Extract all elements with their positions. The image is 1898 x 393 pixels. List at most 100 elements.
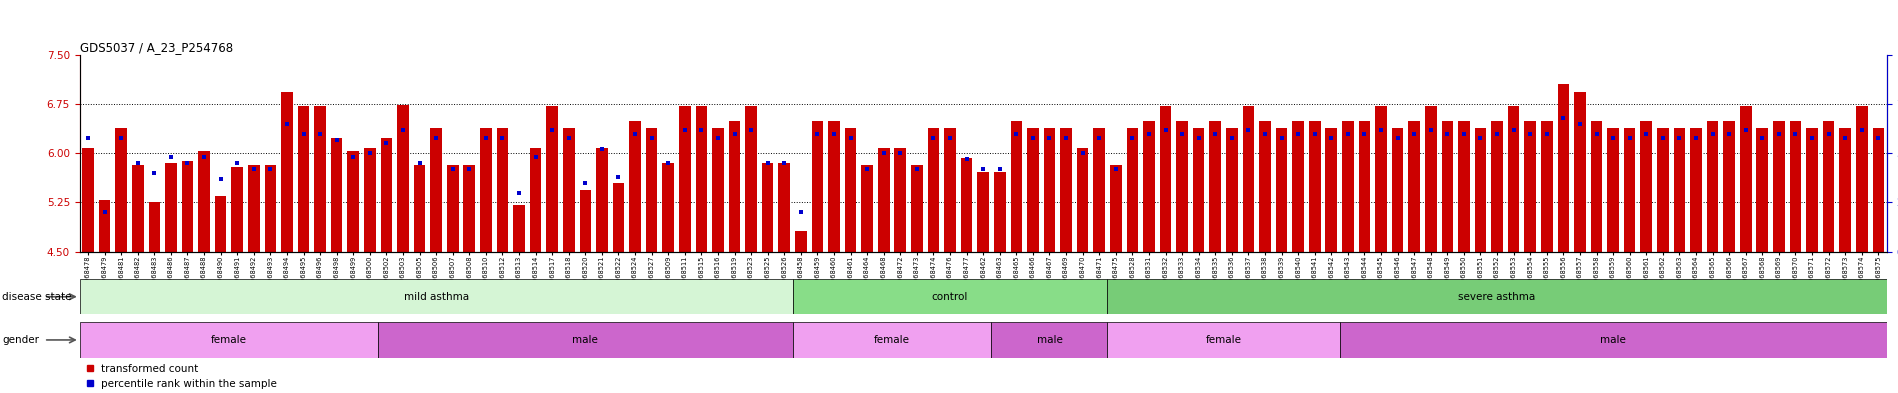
Point <box>355 150 385 156</box>
Point <box>1416 127 1446 133</box>
Point <box>271 121 302 127</box>
Bar <box>793 322 991 358</box>
Bar <box>1773 121 1784 252</box>
Point <box>919 134 949 141</box>
Text: female: female <box>873 335 909 345</box>
Point <box>454 166 484 172</box>
Point <box>719 130 750 137</box>
Point <box>1349 130 1380 137</box>
Bar <box>281 92 292 252</box>
Bar <box>1340 322 1887 358</box>
Bar <box>911 165 922 252</box>
Point <box>852 166 883 172</box>
Point <box>1017 134 1048 141</box>
Bar <box>1093 129 1105 252</box>
Point <box>1101 166 1131 172</box>
Bar <box>480 129 492 252</box>
Point <box>1051 134 1082 141</box>
Bar <box>512 205 526 252</box>
Bar <box>264 165 275 252</box>
Bar <box>1790 121 1801 252</box>
Bar <box>431 129 442 252</box>
Bar <box>712 129 723 252</box>
Point <box>586 146 617 152</box>
Text: GDS5037 / A_23_P254768: GDS5037 / A_23_P254768 <box>80 41 233 54</box>
Point <box>1482 130 1513 137</box>
Bar <box>463 165 474 252</box>
Point <box>1167 130 1198 137</box>
Bar <box>1127 129 1139 252</box>
Point <box>604 174 634 180</box>
Point <box>1780 130 1811 137</box>
Bar <box>82 148 93 252</box>
Text: female: female <box>211 335 247 345</box>
Point <box>1763 130 1794 137</box>
Point <box>1647 134 1678 141</box>
Bar <box>116 129 127 252</box>
Point <box>222 160 252 166</box>
Bar <box>1657 129 1668 252</box>
Bar <box>1408 121 1420 252</box>
Bar <box>1807 129 1818 252</box>
Point <box>1682 134 1712 141</box>
Bar <box>197 151 211 252</box>
Point <box>1797 134 1828 141</box>
Bar <box>729 121 740 252</box>
Bar <box>1492 121 1503 252</box>
Point <box>89 209 120 215</box>
Bar <box>1723 121 1735 252</box>
Bar <box>645 129 657 252</box>
Point <box>968 166 998 172</box>
Bar <box>1359 121 1370 252</box>
Point <box>1498 127 1528 133</box>
Point <box>951 156 981 162</box>
Point <box>1249 130 1279 137</box>
Bar <box>793 279 1108 314</box>
Bar <box>1625 129 1636 252</box>
Point <box>471 134 501 141</box>
Bar <box>182 161 194 252</box>
Point <box>1200 130 1230 137</box>
Bar <box>1061 129 1072 252</box>
Point <box>404 160 435 166</box>
Bar <box>894 148 905 252</box>
Bar <box>662 163 674 252</box>
Bar <box>80 279 793 314</box>
Bar <box>1342 121 1353 252</box>
Bar <box>1425 106 1437 252</box>
Point <box>936 134 966 141</box>
Bar <box>862 165 873 252</box>
Legend: transformed count, percentile rank within the sample: transformed count, percentile rank withi… <box>85 364 277 389</box>
Bar <box>1558 84 1570 252</box>
Bar <box>1275 129 1287 252</box>
Point <box>488 134 518 141</box>
Bar <box>1839 129 1851 252</box>
Bar <box>497 129 509 252</box>
Point <box>288 130 319 137</box>
Point <box>1084 134 1114 141</box>
Bar <box>746 106 757 252</box>
Point <box>1150 127 1181 133</box>
Bar <box>995 172 1006 252</box>
Bar <box>1573 92 1585 252</box>
Bar <box>414 165 425 252</box>
Point <box>670 127 700 133</box>
Point <box>752 160 782 166</box>
Bar <box>530 148 541 252</box>
Point <box>1665 134 1695 141</box>
Bar <box>214 196 226 252</box>
Point <box>1731 127 1761 133</box>
Bar <box>547 106 558 252</box>
Point <box>1864 134 1894 141</box>
Bar <box>1475 129 1486 252</box>
Bar <box>381 138 393 252</box>
Point <box>902 166 932 172</box>
Point <box>156 154 186 160</box>
Bar <box>1044 129 1055 252</box>
Point <box>503 189 533 196</box>
Point <box>520 154 550 160</box>
Bar <box>1441 121 1454 252</box>
Point <box>1283 130 1313 137</box>
Bar <box>613 184 624 252</box>
Point <box>306 130 336 137</box>
